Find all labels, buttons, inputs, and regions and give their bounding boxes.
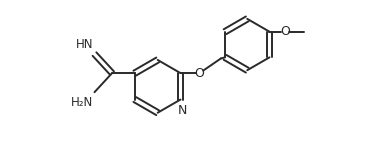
Text: O: O [280,25,290,38]
Text: O: O [195,67,204,80]
Text: HN: HN [75,38,93,51]
Text: N: N [177,104,187,117]
Text: H₂N: H₂N [71,95,93,109]
